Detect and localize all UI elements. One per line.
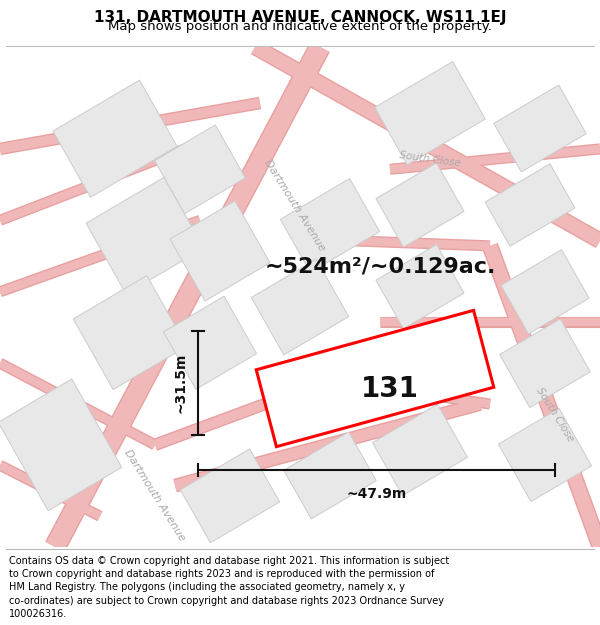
Text: co-ordinates) are subject to Crown copyright and database rights 2023 Ordnance S: co-ordinates) are subject to Crown copyr…: [9, 596, 444, 606]
Polygon shape: [500, 319, 590, 408]
Text: ~47.9m: ~47.9m: [346, 487, 407, 501]
Polygon shape: [86, 177, 204, 294]
Polygon shape: [0, 379, 122, 511]
Text: 131: 131: [361, 375, 419, 402]
Polygon shape: [73, 276, 187, 389]
Polygon shape: [494, 85, 586, 172]
Polygon shape: [181, 449, 280, 542]
Text: 131, DARTMOUTH AVENUE, CANNOCK, WS11 1EJ: 131, DARTMOUTH AVENUE, CANNOCK, WS11 1EJ: [94, 10, 506, 25]
Polygon shape: [374, 320, 466, 407]
Polygon shape: [376, 244, 464, 329]
Polygon shape: [256, 311, 494, 447]
Polygon shape: [499, 409, 592, 502]
Text: to Crown copyright and database rights 2023 and is reproduced with the permissio: to Crown copyright and database rights 2…: [9, 569, 434, 579]
Polygon shape: [163, 296, 257, 389]
Text: South Close: South Close: [398, 150, 461, 168]
Text: HM Land Registry. The polygons (including the associated geometry, namely x, y: HM Land Registry. The polygons (includin…: [9, 582, 405, 592]
Text: Map shows position and indicative extent of the property.: Map shows position and indicative extent…: [108, 20, 492, 32]
Text: Dartmouth Avenue: Dartmouth Avenue: [122, 448, 187, 544]
Polygon shape: [280, 179, 380, 272]
Text: Contains OS data © Crown copyright and database right 2021. This information is : Contains OS data © Crown copyright and d…: [9, 556, 449, 566]
Text: South Close: South Close: [535, 386, 575, 443]
Text: ~31.5m: ~31.5m: [174, 352, 188, 412]
Polygon shape: [485, 164, 575, 246]
Polygon shape: [284, 432, 376, 519]
Polygon shape: [373, 404, 467, 496]
Text: 100026316.: 100026316.: [9, 609, 67, 619]
Polygon shape: [170, 201, 270, 301]
Polygon shape: [155, 125, 245, 214]
Text: ~524m²/~0.129ac.: ~524m²/~0.129ac.: [265, 256, 496, 276]
Polygon shape: [251, 259, 349, 355]
Polygon shape: [376, 163, 464, 248]
Text: Dartmouth Avenue: Dartmouth Avenue: [263, 158, 328, 252]
Polygon shape: [53, 80, 177, 198]
Polygon shape: [501, 249, 589, 334]
Polygon shape: [375, 61, 485, 165]
